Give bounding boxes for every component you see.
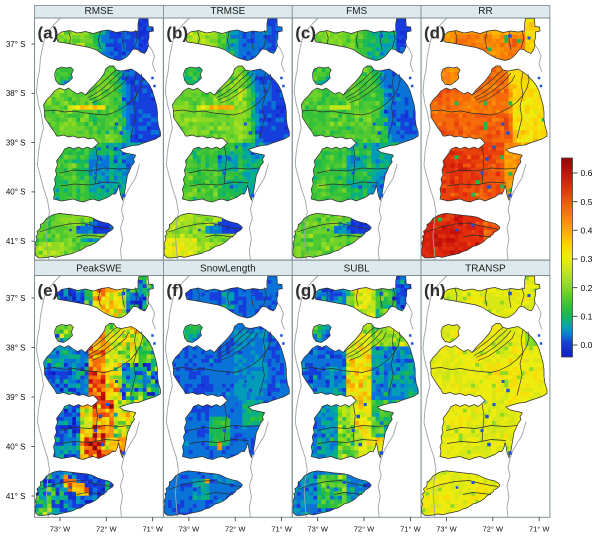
svg-text:0.6: 0.6 (581, 168, 593, 178)
svg-text:TRANSP: TRANSP (465, 264, 506, 275)
svg-text:38° S: 38° S (6, 343, 26, 352)
svg-text:PeakSWE: PeakSWE (76, 264, 122, 275)
svg-text:RR: RR (478, 6, 492, 17)
svg-text:0.0: 0.0 (581, 340, 593, 350)
svg-text:72° W: 72° W (96, 525, 117, 534)
svg-text:73° W: 73° W (179, 525, 200, 534)
svg-text:0.5: 0.5 (581, 197, 593, 207)
svg-text:0.2: 0.2 (581, 283, 593, 293)
svg-text:40° S: 40° S (6, 442, 26, 451)
svg-text:(e): (e) (38, 281, 59, 300)
svg-text:41° S: 41° S (6, 237, 26, 246)
svg-text:72° W: 72° W (354, 525, 375, 534)
svg-text:37° S: 37° S (6, 40, 26, 49)
svg-text:41° S: 41° S (6, 492, 26, 501)
svg-text:72° W: 72° W (483, 525, 504, 534)
svg-text:(d): (d) (424, 24, 446, 43)
svg-text:73° W: 73° W (50, 525, 71, 534)
svg-text:(g): (g) (295, 281, 317, 300)
svg-text:73° W: 73° W (307, 525, 328, 534)
svg-text:39° S: 39° S (6, 393, 26, 402)
svg-text:73° W: 73° W (436, 525, 457, 534)
svg-text:71° W: 71° W (529, 525, 550, 534)
svg-text:(h): (h) (424, 281, 446, 300)
svg-text:RMSE: RMSE (84, 6, 113, 17)
svg-text:71° W: 71° W (400, 525, 421, 534)
svg-text:(c): (c) (295, 24, 316, 43)
svg-text:0.1: 0.1 (581, 311, 593, 321)
svg-text:SnowLength: SnowLength (200, 264, 256, 275)
svg-text:38° S: 38° S (6, 89, 26, 98)
svg-text:37° S: 37° S (6, 294, 26, 303)
svg-text:40° S: 40° S (6, 188, 26, 197)
svg-text:39° S: 39° S (6, 138, 26, 147)
svg-text:FMS: FMS (346, 6, 367, 17)
svg-text:0.4: 0.4 (581, 225, 593, 235)
svg-text:71° W: 71° W (142, 525, 163, 534)
svg-text:(a): (a) (38, 24, 59, 43)
svg-text:TRMSE: TRMSE (210, 6, 245, 17)
svg-text:(b): (b) (166, 24, 188, 43)
svg-text:SUBL: SUBL (344, 264, 371, 275)
svg-text:0.3: 0.3 (581, 254, 593, 264)
svg-text:72° W: 72° W (225, 525, 246, 534)
svg-text:71° W: 71° W (271, 525, 292, 534)
svg-text:(f): (f) (166, 281, 183, 300)
